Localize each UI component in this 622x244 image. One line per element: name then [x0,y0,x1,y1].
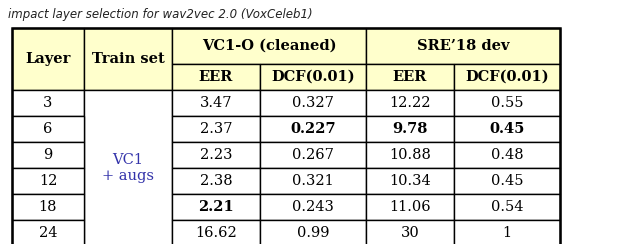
Bar [172,194,260,220]
Bar [260,220,366,244]
Bar [454,168,560,194]
Text: VC1
+ augs: VC1 + augs [102,153,154,183]
Text: 0.55: 0.55 [491,96,523,110]
Text: 2.23: 2.23 [200,148,232,162]
Text: 0.327: 0.327 [292,96,334,110]
Bar [260,90,366,116]
Bar [12,90,84,116]
Bar [366,220,454,244]
Bar [260,194,366,220]
Text: 11.06: 11.06 [389,200,431,214]
Bar [172,116,260,142]
Text: 0.45: 0.45 [491,174,523,188]
Text: 0.54: 0.54 [491,200,523,214]
Bar [12,142,84,168]
Text: SRE’18 dev: SRE’18 dev [417,39,509,53]
Bar [84,28,172,90]
Text: 3.47: 3.47 [200,96,232,110]
Text: 12: 12 [39,174,57,188]
Bar [12,194,84,220]
Text: 0.243: 0.243 [292,200,334,214]
Bar [12,28,84,90]
Text: 6: 6 [44,122,53,136]
Bar [12,168,84,194]
Text: 9.78: 9.78 [392,122,428,136]
Text: 16.62: 16.62 [195,226,237,240]
Bar [172,64,260,90]
Text: Layer: Layer [26,52,71,66]
Bar [366,194,454,220]
Text: 0.48: 0.48 [491,148,523,162]
Text: EER: EER [199,70,233,84]
Bar [366,142,454,168]
Text: Train set: Train set [91,52,164,66]
Text: 24: 24 [39,226,57,240]
Bar [366,90,454,116]
Text: 10.34: 10.34 [389,174,431,188]
Text: 2.21: 2.21 [198,200,234,214]
Bar [172,168,260,194]
Bar [454,220,560,244]
Text: VC1-O (cleaned): VC1-O (cleaned) [202,39,337,53]
Bar [260,116,366,142]
Bar [366,168,454,194]
Text: 9: 9 [44,148,53,162]
Bar [260,142,366,168]
Text: 10.88: 10.88 [389,148,431,162]
Text: 30: 30 [401,226,419,240]
Text: 12.22: 12.22 [389,96,431,110]
Text: 1: 1 [503,226,511,240]
Bar [366,28,560,64]
Bar [260,64,366,90]
Bar [172,28,366,64]
Bar [454,116,560,142]
Bar [366,116,454,142]
Text: impact layer selection for wav2vec 2.0 (VoxCeleb1): impact layer selection for wav2vec 2.0 (… [8,8,313,21]
Text: 18: 18 [39,200,57,214]
Text: DCF(0.01): DCF(0.01) [271,70,355,84]
Text: 3: 3 [44,96,53,110]
Text: 0.321: 0.321 [292,174,334,188]
Bar [84,90,172,244]
Bar [260,168,366,194]
Text: DCF(0.01): DCF(0.01) [465,70,549,84]
Text: 2.38: 2.38 [200,174,232,188]
Bar [454,90,560,116]
Bar [454,64,560,90]
Bar [12,220,84,244]
Text: 0.99: 0.99 [297,226,329,240]
Bar [172,220,260,244]
Text: 0.267: 0.267 [292,148,334,162]
Bar [454,194,560,220]
Text: 0.45: 0.45 [490,122,525,136]
Bar [366,64,454,90]
Text: EER: EER [393,70,427,84]
Bar [454,142,560,168]
Bar [172,90,260,116]
Bar [12,116,84,142]
Text: 0.227: 0.227 [290,122,336,136]
Text: 2.37: 2.37 [200,122,232,136]
Bar [172,142,260,168]
Bar [12,28,560,244]
